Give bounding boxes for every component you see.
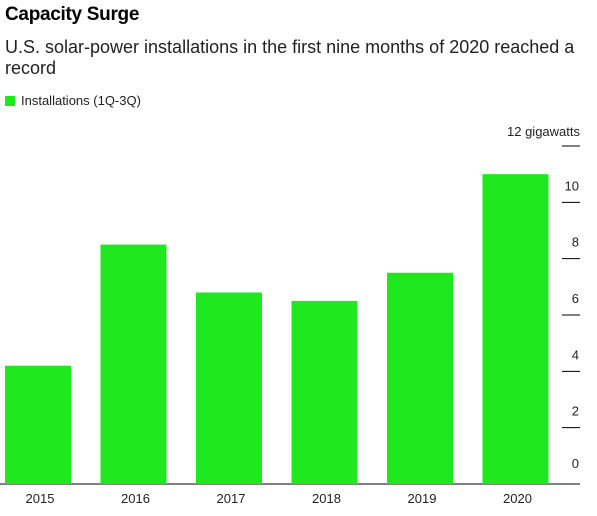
x-tick-label: 2019 xyxy=(408,491,437,506)
legend-swatch xyxy=(5,95,15,106)
x-tick-label: 2016 xyxy=(121,491,150,506)
x-tick-label: 2017 xyxy=(217,491,246,506)
chart-title: Capacity Surge xyxy=(5,4,140,25)
x-tick-label: 2018 xyxy=(312,491,341,506)
bar-2019 xyxy=(387,272,453,484)
y-tick-label: 4 xyxy=(572,347,579,362)
chart-subtitle: U.S. solar-power installations in the fi… xyxy=(5,37,575,78)
x-tick-label: 2020 xyxy=(503,491,532,506)
y-tick-label: 8 xyxy=(572,235,579,250)
y-tick-label: 0 xyxy=(572,456,579,471)
bar-2015 xyxy=(5,365,71,484)
legend-label: Installations (1Q-3Q) xyxy=(21,93,141,108)
legend: Installations (1Q-3Q) xyxy=(5,93,141,108)
bar-2020 xyxy=(482,174,549,484)
bar-2018 xyxy=(291,300,358,484)
bar-2016 xyxy=(100,244,167,484)
y-tick-label: 12 gigawatts xyxy=(507,124,580,139)
y-tick-label: 6 xyxy=(572,291,579,306)
bar-2017 xyxy=(196,292,262,484)
y-tick-label: 2 xyxy=(572,404,579,419)
y-tick-label: 10 xyxy=(565,178,579,193)
x-tick-label: 2015 xyxy=(26,491,55,506)
